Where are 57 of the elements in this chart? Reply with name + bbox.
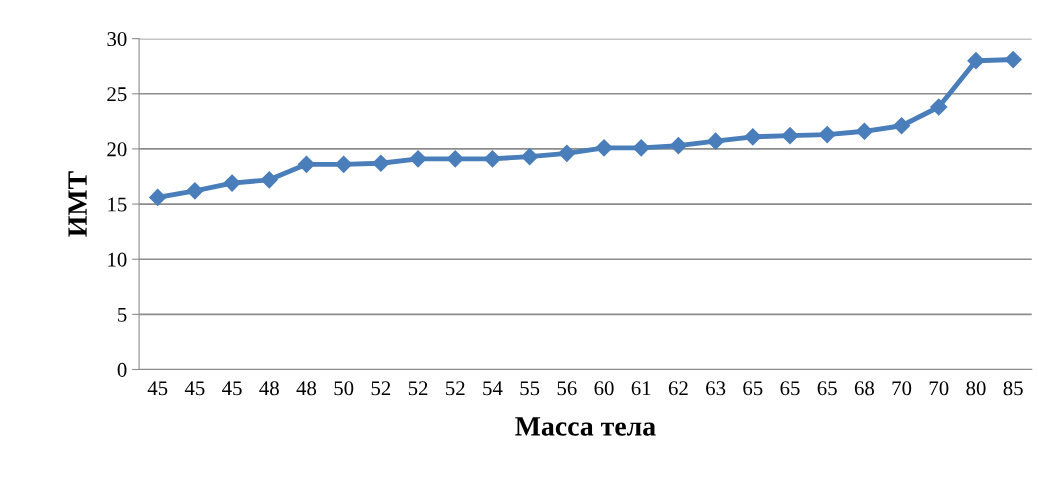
point [335, 155, 353, 173]
x-tick-label: 56 [557, 381, 577, 396]
y-axis-title: ИМТ [68, 171, 87, 237]
x-tick-label: 80 [966, 381, 986, 396]
point [893, 117, 911, 135]
x-tick-label: 52 [446, 381, 465, 396]
point [186, 182, 204, 200]
x-tick-label: 52 [408, 381, 428, 396]
y-tick-label: 30 [107, 32, 127, 47]
y-tick-label: 20 [107, 142, 127, 157]
point [855, 122, 873, 140]
point [707, 132, 725, 150]
x-tick-label: 45 [222, 381, 242, 396]
point [446, 150, 464, 168]
x-tick-label: 55 [520, 381, 540, 396]
point [967, 52, 985, 70]
y-tick-label: 0 [117, 362, 127, 377]
y-tick-label: 25 [107, 87, 127, 102]
point [1004, 51, 1022, 69]
x-tick-label: 85 [1003, 381, 1023, 396]
point [149, 188, 167, 207]
x-tick-label: 68 [854, 381, 875, 396]
point [781, 127, 799, 145]
point [409, 150, 427, 168]
point [632, 139, 650, 157]
point [260, 171, 278, 189]
point [372, 154, 390, 172]
point [297, 155, 316, 173]
x-tick-label: 50 [334, 381, 354, 396]
y-tick-label: 5 [118, 307, 127, 322]
x-tick-label: 45 [184, 381, 205, 396]
x-axis-title: Масса тела [515, 417, 656, 436]
point [223, 174, 241, 192]
point [483, 150, 501, 168]
x-tick-label: 65 [743, 381, 763, 396]
x-tick-label: 45 [147, 381, 168, 396]
x-tick-label: 52 [371, 381, 391, 396]
x-tick-label: 54 [483, 381, 503, 396]
x-tick-label: 61 [631, 381, 651, 396]
x-tick-label: 48 [259, 381, 279, 396]
x-tick-label: 70 [929, 381, 949, 396]
x-tick-label: 60 [594, 381, 614, 396]
y-tick-label: 10 [108, 252, 127, 267]
y-tick-label: 15 [108, 197, 127, 212]
x-tick-label: 63 [706, 381, 726, 396]
x-tick-label: 70 [892, 381, 912, 396]
x-tick-label: 65 [817, 381, 837, 396]
point [818, 126, 836, 144]
point [744, 128, 762, 146]
x-tick-label: 65 [780, 381, 800, 396]
point [558, 144, 576, 162]
x-tick-label: 62 [668, 381, 688, 396]
point [930, 98, 948, 116]
point [595, 139, 613, 157]
x-tick-label: 48 [296, 381, 317, 396]
point [521, 148, 539, 166]
point [669, 137, 687, 155]
